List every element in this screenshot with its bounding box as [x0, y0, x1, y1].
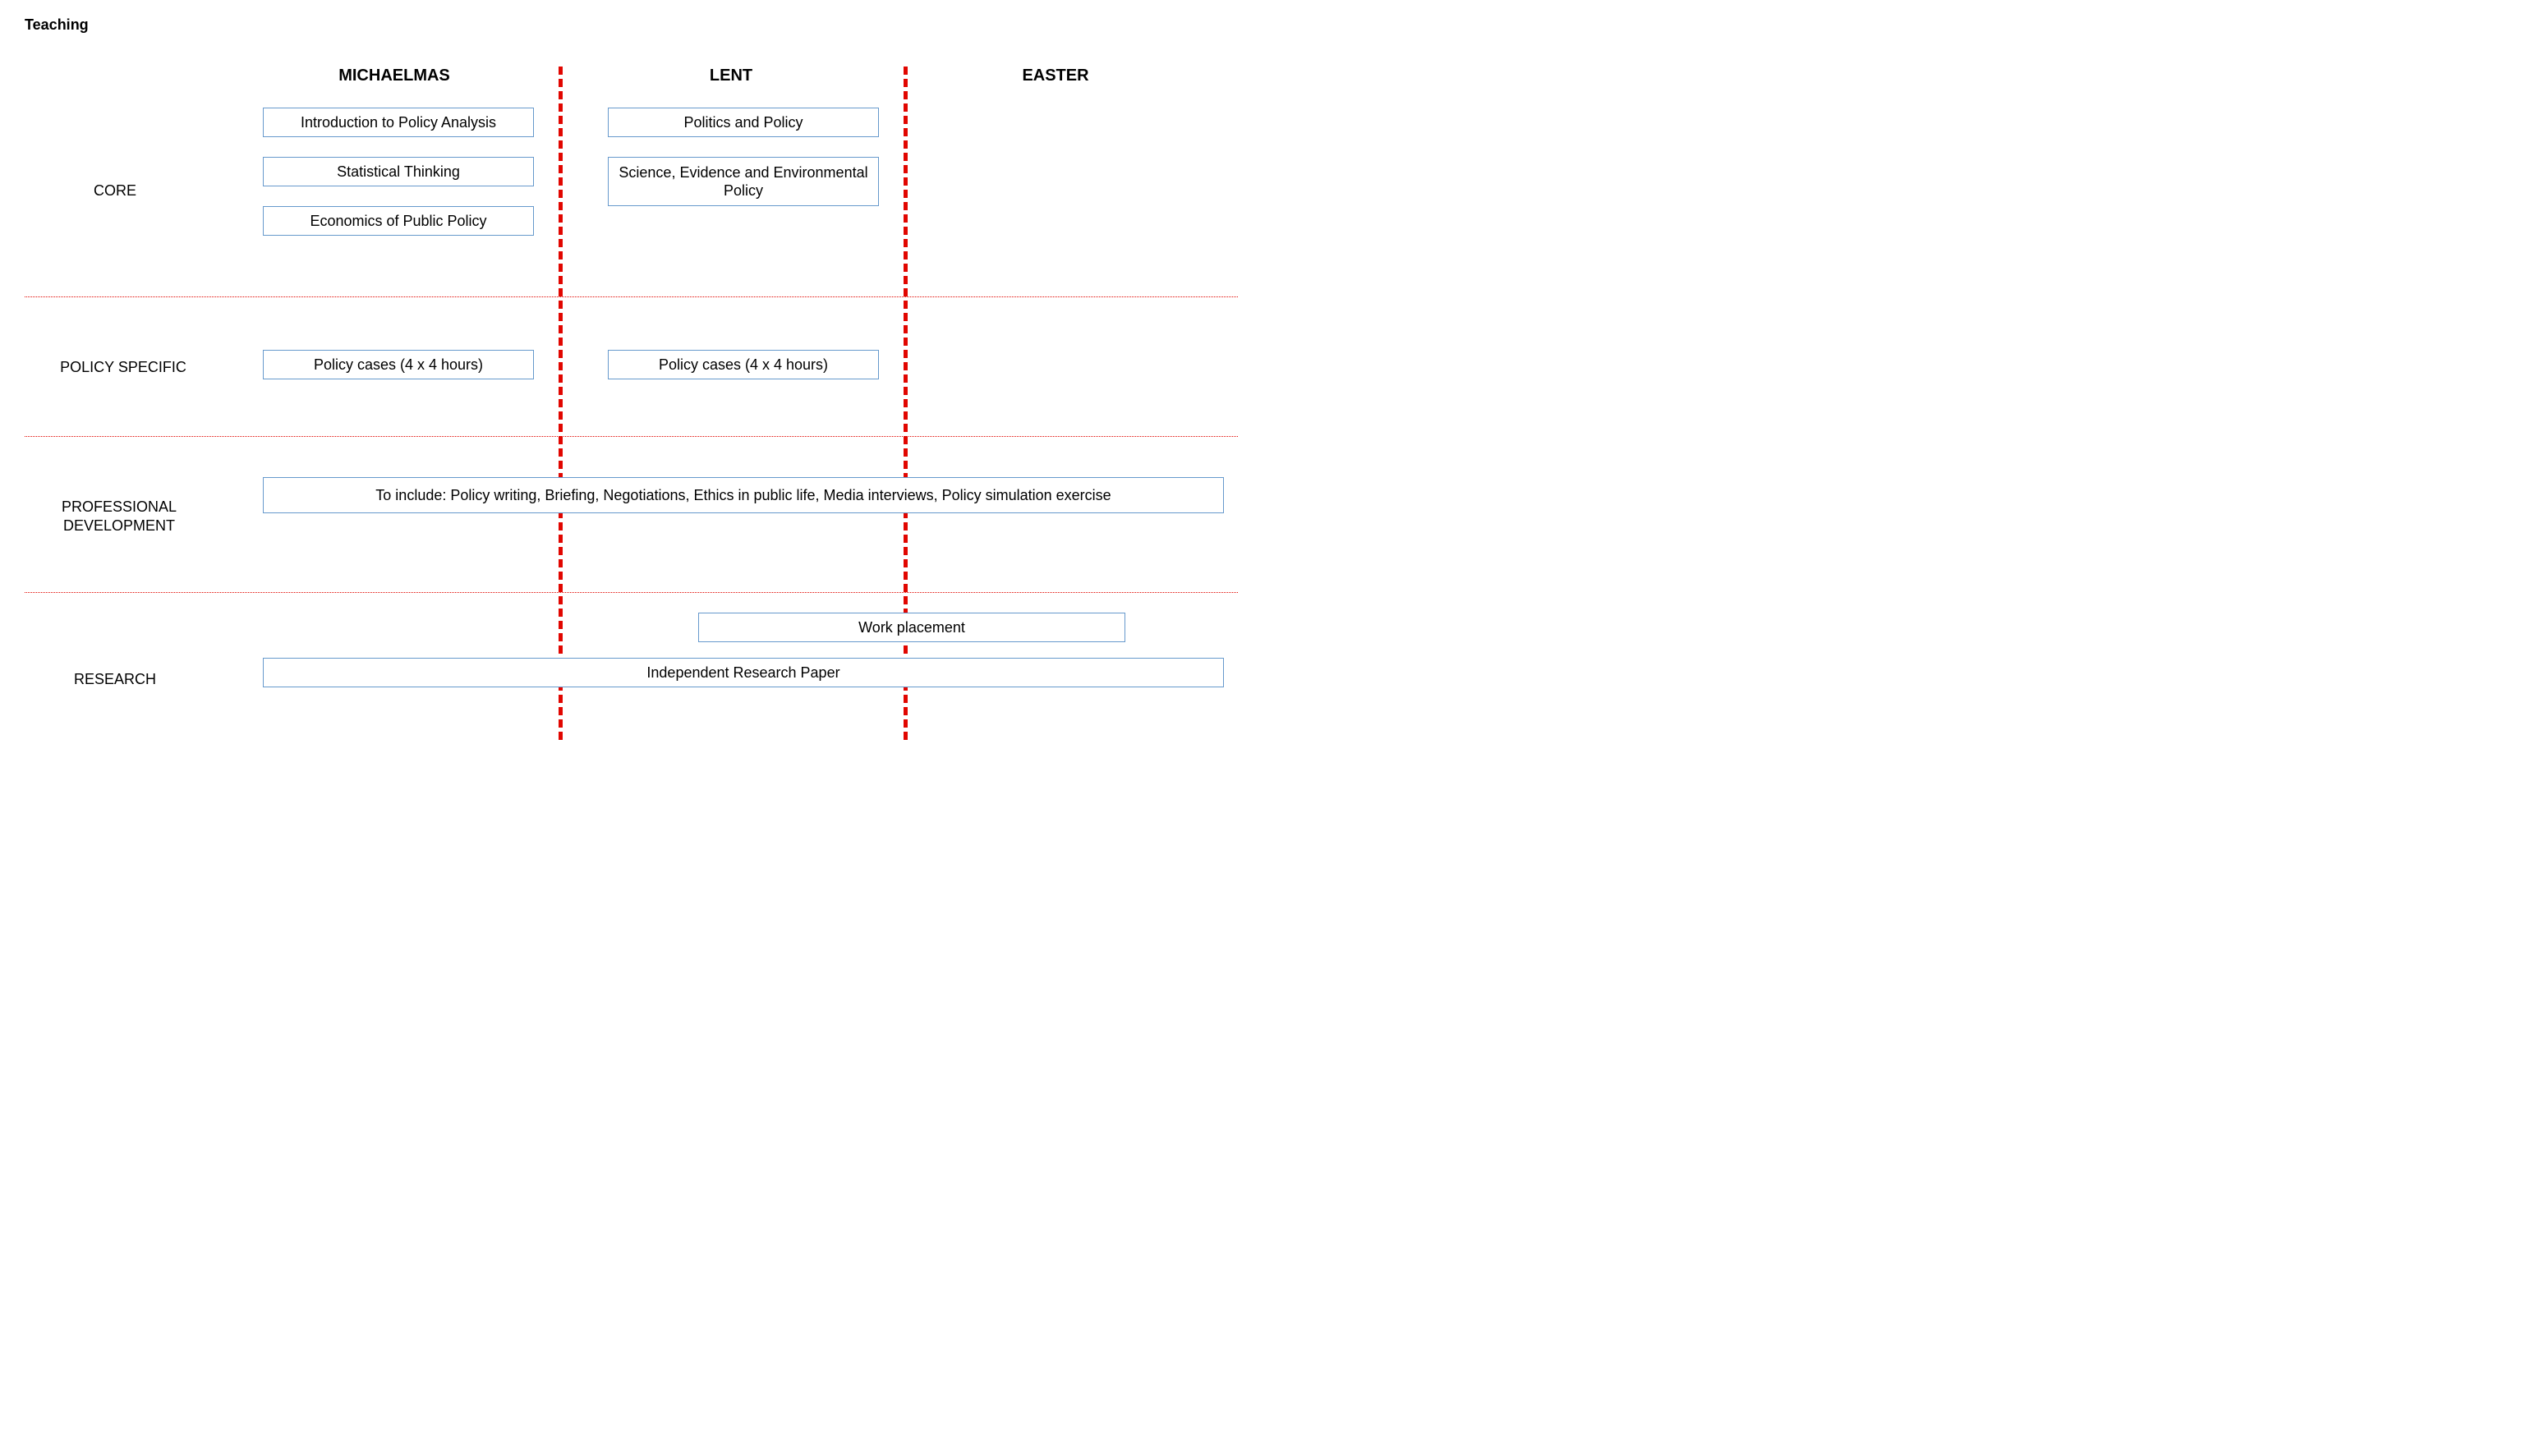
box-work-placement: Work placement [698, 613, 1125, 642]
box-independent-research-paper: Independent Research Paper [263, 658, 1224, 687]
term-header-lent: LENT [682, 67, 780, 85]
box-core-statistical-thinking: Statistical Thinking [263, 157, 534, 186]
box-policy-cases-michaelmas: Policy cases (4 x 4 hours) [263, 350, 534, 379]
box-professional-development: To include: Policy writing, Briefing, Ne… [263, 477, 1224, 513]
box-policy-cases-lent: Policy cases (4 x 4 hours) [608, 350, 879, 379]
page-title: Teaching [25, 16, 1238, 34]
term-divider-1 [559, 67, 563, 740]
row-divider-2 [25, 436, 1238, 437]
row-divider-1 [25, 296, 1238, 297]
row-label-research: RESEARCH [41, 670, 189, 689]
row-label-policy-specific: POLICY SPECIFIC [41, 358, 205, 377]
row-label-professional-development: PROFESSIONAL DEVELOPMENT [25, 498, 214, 536]
row-label-core: CORE [41, 181, 189, 200]
box-core-science-evidence-env-policy: Science, Evidence and Environmental Poli… [608, 157, 879, 206]
term-header-michaelmas: MICHAELMAS [304, 67, 485, 85]
box-core-politics-policy: Politics and Policy [608, 108, 879, 137]
term-header-easter: EASTER [994, 67, 1117, 85]
box-core-intro-policy-analysis: Introduction to Policy Analysis [263, 108, 534, 137]
row-divider-3 [25, 592, 1238, 593]
teaching-diagram: MICHAELMAS LENT EASTER CORE POLICY SPECI… [25, 67, 1238, 740]
box-core-economics-public-policy: Economics of Public Policy [263, 206, 534, 236]
